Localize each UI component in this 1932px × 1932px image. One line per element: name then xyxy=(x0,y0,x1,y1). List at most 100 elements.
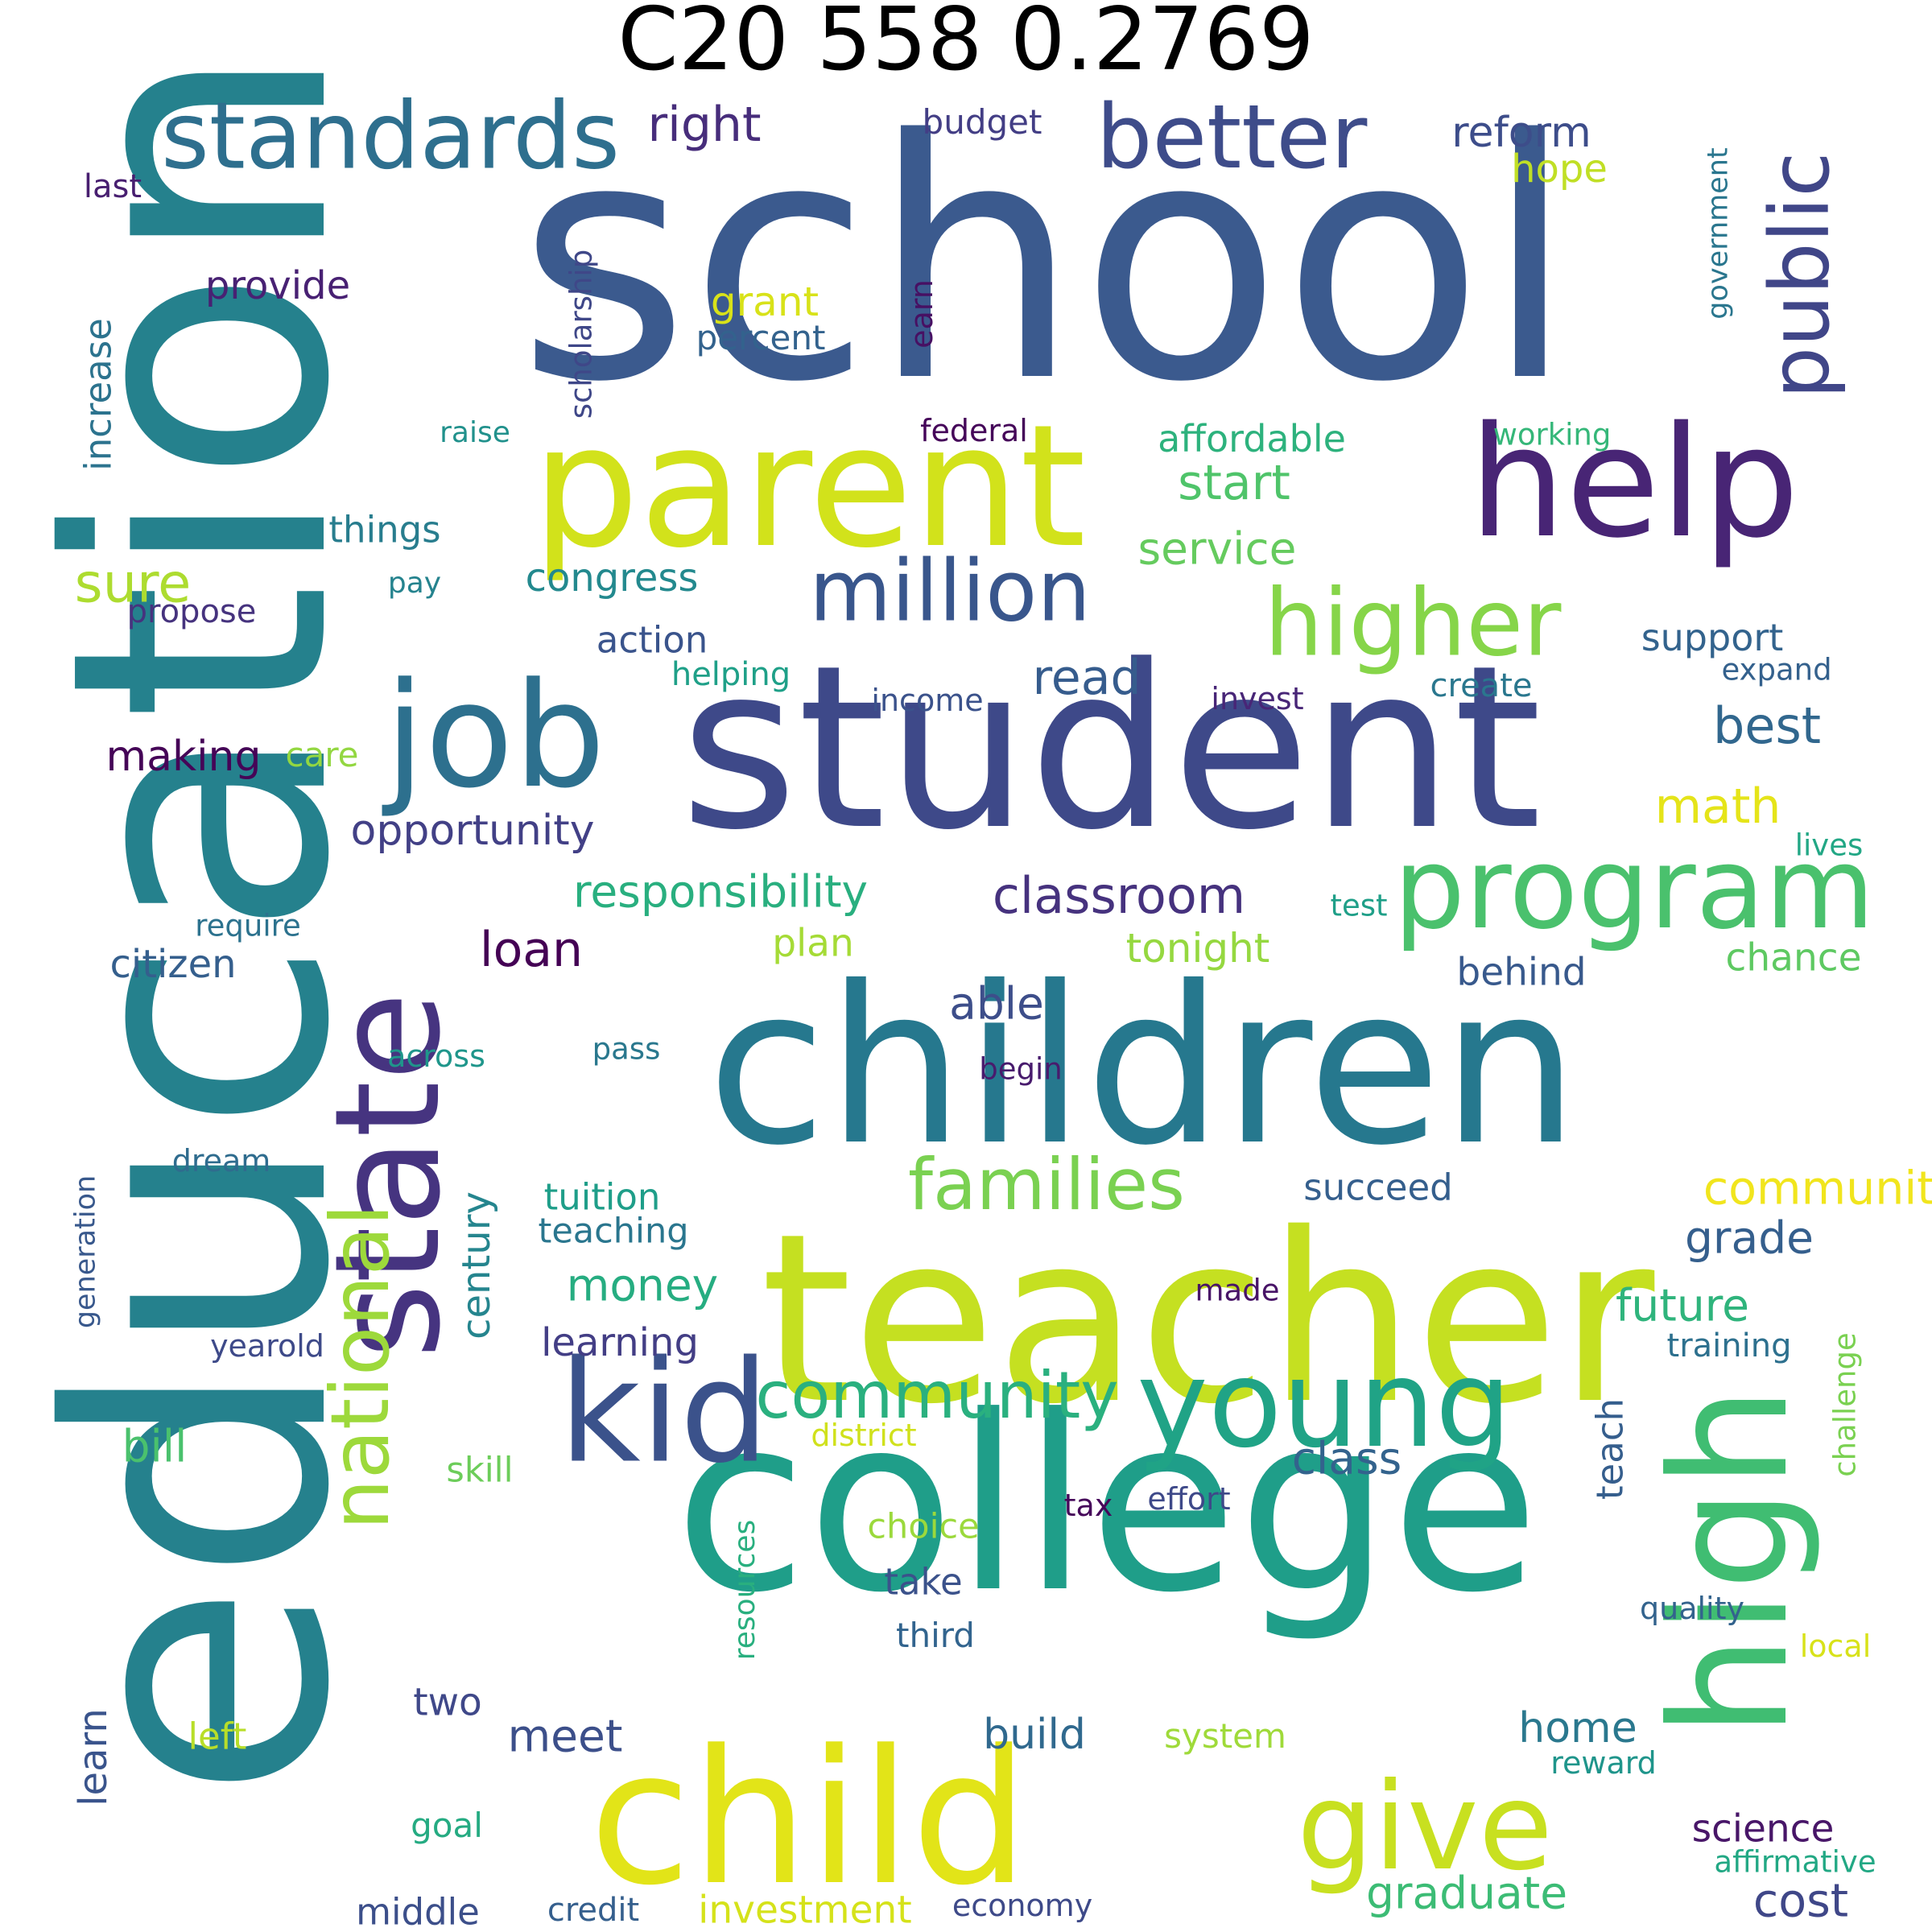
word-teaching: teaching xyxy=(538,1211,689,1252)
word-chance: chance xyxy=(1725,935,1862,980)
word-across: across xyxy=(387,1038,485,1074)
word-plan: plan xyxy=(772,921,854,966)
word-investment: investment xyxy=(698,1888,912,1932)
word-young: young xyxy=(1137,1335,1512,1475)
word-scholarship: scholarship xyxy=(564,249,599,419)
word-grant: grant xyxy=(710,279,819,325)
word-tuition: tuition xyxy=(543,1175,661,1219)
word-government: government xyxy=(1702,147,1735,320)
word-public: public xyxy=(1752,151,1848,399)
word-right: right xyxy=(647,97,762,153)
word-cost: cost xyxy=(1752,1874,1849,1928)
word-raise: raise xyxy=(440,416,510,449)
word-school: school xyxy=(517,69,1576,454)
word-behind: behind xyxy=(1456,950,1587,995)
word-job: job xyxy=(384,652,606,820)
word-third: third xyxy=(896,1616,975,1655)
word-affirmative: affirmative xyxy=(1714,1844,1876,1880)
word-loan: loan xyxy=(479,922,584,978)
word-grade: grade xyxy=(1685,1212,1814,1264)
word-generation: generation xyxy=(69,1174,102,1329)
word-reward: reward xyxy=(1550,1745,1657,1781)
word-quality: quality xyxy=(1640,1591,1744,1626)
word-student: student xyxy=(679,617,1542,880)
cloud-title: C20 558 0.2769 xyxy=(617,0,1315,90)
word-challenge: challenge xyxy=(1827,1332,1863,1477)
word-resources: resources xyxy=(729,1519,762,1661)
word-responsibility: responsibility xyxy=(572,865,869,918)
word-teach: teach xyxy=(1588,1397,1632,1501)
word-expand: expand xyxy=(1721,652,1832,687)
word-last: last xyxy=(83,168,142,205)
word-help: help xyxy=(1468,394,1800,572)
word-citizen: citizen xyxy=(109,942,237,987)
word-future: future xyxy=(1616,1279,1749,1331)
word-propose: propose xyxy=(126,593,257,630)
word-hope: hope xyxy=(1511,147,1608,192)
word-college: college xyxy=(674,1364,1540,1645)
word-congress: congress xyxy=(525,555,699,601)
word-choice: choice xyxy=(867,1506,980,1547)
word-read: read xyxy=(1032,650,1141,706)
word-earn: earn xyxy=(904,279,939,349)
word-care: care xyxy=(285,735,359,774)
word-national: national xyxy=(313,1203,407,1530)
word-lives: lives xyxy=(1794,828,1864,863)
word-take: take xyxy=(884,1560,963,1604)
word-tonight: tonight xyxy=(1125,925,1270,972)
word-credit: credit xyxy=(547,1892,640,1929)
word-pass: pass xyxy=(592,1031,661,1067)
word-income: income xyxy=(871,683,984,718)
word-test: test xyxy=(1330,888,1388,923)
word-sure: sure xyxy=(74,551,192,615)
word-graduate: graduate xyxy=(1365,1867,1568,1919)
word-families: families xyxy=(908,1143,1185,1226)
word-making: making xyxy=(105,733,262,781)
word-home: home xyxy=(1518,1704,1637,1752)
word-start: start xyxy=(1178,455,1290,511)
word-district: district xyxy=(811,1418,917,1453)
word-learn: learn xyxy=(71,1708,116,1806)
word-meet: meet xyxy=(507,1710,623,1762)
word-century: century xyxy=(454,1191,499,1340)
word-budget: budget xyxy=(922,102,1042,142)
word-local: local xyxy=(1799,1629,1872,1664)
word-money: money xyxy=(566,1259,719,1311)
word-give: give xyxy=(1297,1757,1553,1897)
word-program: program xyxy=(1393,824,1875,955)
word-create: create xyxy=(1430,667,1533,704)
word-economy: economy xyxy=(952,1888,1093,1923)
word-federal: federal xyxy=(920,413,1028,448)
word-affordable: affordable xyxy=(1158,417,1346,460)
word-learning: learning xyxy=(541,1320,699,1365)
word-require: require xyxy=(195,908,301,943)
word-class: class xyxy=(1291,1432,1402,1484)
word-increase: increase xyxy=(76,318,120,471)
word-kid: kid xyxy=(559,1331,770,1495)
word-able: able xyxy=(949,977,1044,1030)
word-invest: invest xyxy=(1211,681,1304,716)
word-standards: standards xyxy=(160,82,621,191)
word-percent: percent xyxy=(696,318,826,357)
word-pay: pay xyxy=(387,567,442,600)
word-middle: middle xyxy=(356,1890,480,1932)
word-teacher: teacher xyxy=(760,1184,1655,1455)
word-effort: effort xyxy=(1147,1481,1231,1517)
word-provide: provide xyxy=(204,263,351,308)
word-dream: dream xyxy=(171,1143,271,1179)
word-things: things xyxy=(328,508,441,551)
word-communities: communities xyxy=(1703,1162,1932,1216)
word-children: children xyxy=(707,939,1579,1193)
word-begin: begin xyxy=(979,1051,1063,1087)
word-system: system xyxy=(1164,1716,1286,1756)
word-build: build xyxy=(983,1711,1086,1759)
word-tax: tax xyxy=(1063,1488,1113,1523)
word-best: best xyxy=(1712,696,1822,755)
word-yearold: yearold xyxy=(210,1328,324,1364)
word-succeed: succeed xyxy=(1303,1166,1453,1209)
word-better: better xyxy=(1096,85,1368,188)
word-training: training xyxy=(1666,1327,1792,1364)
word-left: left xyxy=(188,1715,247,1758)
word-working: working xyxy=(1492,417,1612,452)
